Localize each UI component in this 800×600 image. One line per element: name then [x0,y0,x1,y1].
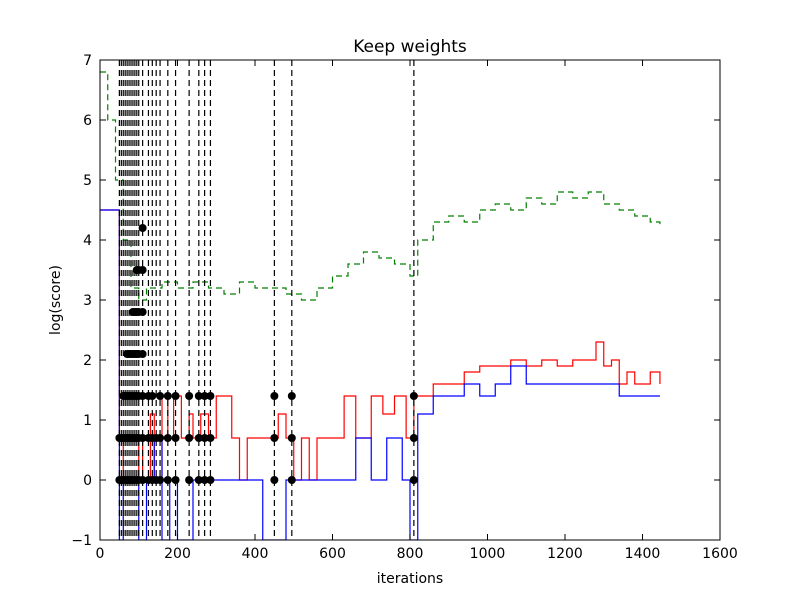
y-tick-label: 5 [83,173,92,189]
x-tick-label: 200 [164,546,191,562]
x-tick-label: 1200 [547,546,583,562]
restart-point [270,476,279,484]
y-tick-label: 1 [83,413,92,429]
restart-point [287,392,296,400]
restart-point [138,308,147,316]
x-axis-label: iterations [377,571,443,587]
y-tick-label: −1 [71,533,92,549]
restart-point [156,392,165,400]
restart-point [148,392,157,400]
restart-point [206,434,215,442]
restart-point [409,476,418,484]
series-line-best [100,209,661,481]
restart-point [409,392,418,400]
restart-point [138,434,147,442]
x-tick-label: 800 [397,546,424,562]
x-tick-label: 1000 [470,546,506,562]
restart-point [156,434,165,442]
y-tick-label: 2 [83,353,92,369]
restart-point [138,476,147,484]
series-line-temperature [100,71,661,301]
restart-point [138,392,147,400]
restart-point [200,434,209,442]
x-tick-label: 1600 [702,546,738,562]
restart-point [194,392,203,400]
x-tick-label: 1400 [625,546,661,562]
restart-point [200,392,209,400]
restart-point [270,392,279,400]
chart-title: Keep weights [353,37,467,57]
restart-point [185,392,194,400]
restart-point [138,350,147,358]
restart-point [409,434,418,442]
restart-point [194,434,203,442]
restart-point [163,476,172,484]
y-tick-label: 0 [83,473,92,489]
restart-point [185,434,194,442]
y-axis: −1 0 1 2 3 4 5 6 7 [71,53,720,549]
restart-point [163,434,172,442]
x-axis: 0 200 400 600 800 1000 1200 1400 1600 [96,60,738,562]
restart-point [194,476,203,484]
y-axis-label: log(score) [48,265,64,335]
x-tick-label: 0 [96,546,105,562]
restart-point [206,392,215,400]
y-tick-label: 4 [83,233,92,249]
series-line-current [100,209,660,540]
plot-area [100,60,661,540]
x-tick-label: 600 [319,546,346,562]
y-tick-label: 7 [83,53,92,69]
restart-point [287,434,296,442]
y-tick-label: 6 [83,113,92,129]
restart-point [171,476,180,484]
y-tick-label: 3 [83,293,92,309]
plot-frame [99,59,721,541]
restart-point [287,476,296,484]
restart-point [138,266,147,274]
restart-point [270,434,279,442]
restart-point [163,392,172,400]
x-tick-label: 400 [242,546,269,562]
restart-point [156,476,165,484]
restart-point [185,476,194,484]
restart-point [171,392,180,400]
restart-point [171,434,180,442]
restart-point [206,476,215,484]
restart-point [138,224,147,232]
restart-point [200,476,209,484]
